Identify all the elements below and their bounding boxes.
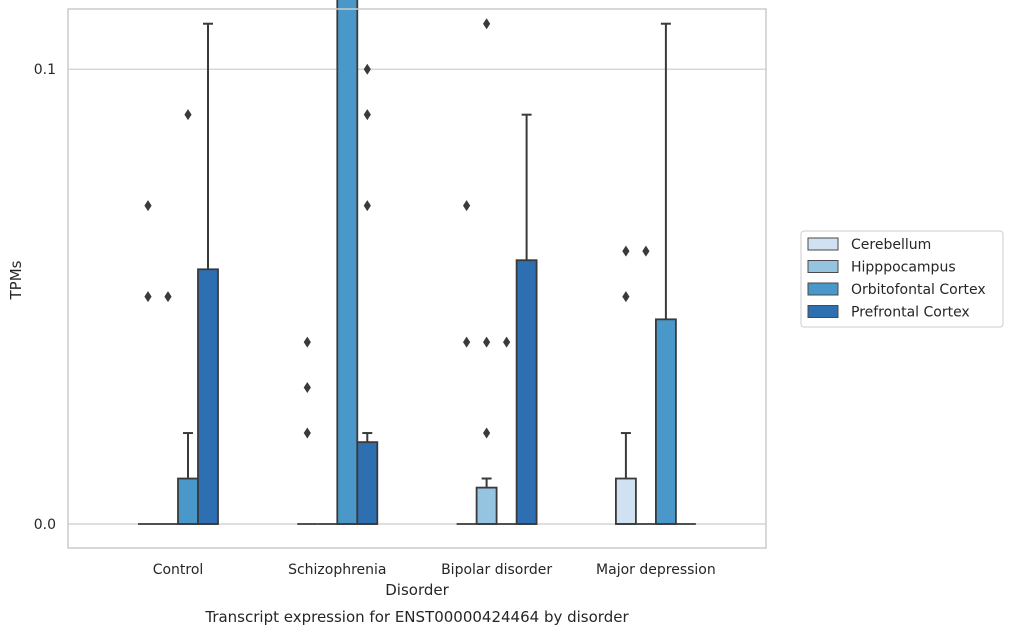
legend-label: Cerebellum [851, 237, 931, 253]
box-prefrontal-cortex [356, 63, 379, 525]
legend-frame [800, 230, 1004, 328]
plot-frame [67, 8, 767, 549]
outlier-point [303, 382, 311, 394]
legend-label: Prefrontal Cortex [851, 305, 970, 321]
x-tick-label: Control [153, 562, 204, 578]
y-axis-ticks: 0.00.10.20.30.4 [34, 62, 56, 533]
outlier-point [363, 200, 371, 212]
legend: Cerebellum Hipppocampus Orbitofontal Corte… [800, 230, 1004, 328]
outlier-point [483, 18, 491, 30]
outlier-point [622, 245, 630, 257]
outlier-point [463, 336, 471, 348]
legend-swatch [807, 237, 839, 251]
outlier-point [303, 336, 311, 348]
y-tick-label: 0.1 [34, 62, 56, 78]
box-hipppocampus [317, 523, 338, 525]
y-tick-label: 0.0 [34, 517, 56, 533]
outlier-point [622, 291, 630, 303]
box-orbitofontal-cortex [496, 336, 517, 525]
legend-label: Orbitofontal Cortex [851, 282, 986, 298]
box-series [138, 0, 696, 525]
x-axis-ticks: Control Schizophrenia Bipolar disorder Majo… [153, 562, 716, 578]
box [197, 268, 219, 525]
outlier-point [503, 336, 511, 348]
outlier-point [463, 200, 471, 212]
box-hipppocampus [158, 291, 178, 525]
box-prefrontal-cortex [197, 22, 219, 525]
outlier-point [483, 336, 491, 348]
box-hipppocampus [635, 245, 656, 525]
box-cerebellum [138, 200, 158, 525]
outlier-point [483, 427, 491, 439]
box-orbitofontal-cortex [177, 109, 199, 525]
box-prefrontal-cortex [675, 523, 696, 525]
box-hipppocampus [475, 18, 498, 525]
box [655, 318, 677, 525]
box [515, 259, 538, 525]
box [356, 441, 379, 525]
box-orbitofontal-cortex [336, 0, 359, 525]
outlier-point [144, 291, 152, 303]
box-cerebellum [297, 336, 318, 525]
box-cerebellum [456, 200, 477, 525]
x-axis-title: Disorder [385, 581, 449, 599]
legend-swatch [807, 305, 839, 318]
y-axis-title: TPMs [7, 260, 25, 300]
box [615, 477, 637, 525]
box-cerebellum [615, 245, 637, 525]
box [177, 477, 199, 525]
x-tick-label: Major depression [596, 562, 716, 578]
chart-caption: Transcript expression for ENST0000042446… [204, 608, 629, 626]
legend-swatch [807, 282, 839, 296]
outlier-point [144, 200, 152, 212]
box-orbitofontal-cortex [655, 22, 677, 525]
outlier-point [363, 63, 371, 75]
box [336, 0, 359, 525]
outlier-point [184, 109, 192, 121]
outlier-point [303, 427, 311, 439]
legend-label: Hipppocampus [851, 260, 956, 276]
x-tick-label: Bipolar disorder [441, 562, 552, 578]
box [475, 486, 498, 525]
legend-swatch [807, 260, 839, 273]
box-prefrontal-cortex [515, 113, 538, 525]
outlier-point [164, 291, 172, 303]
x-tick-label: Schizophrenia [288, 562, 386, 578]
outlier-point [363, 109, 371, 121]
outlier-point [642, 245, 650, 257]
